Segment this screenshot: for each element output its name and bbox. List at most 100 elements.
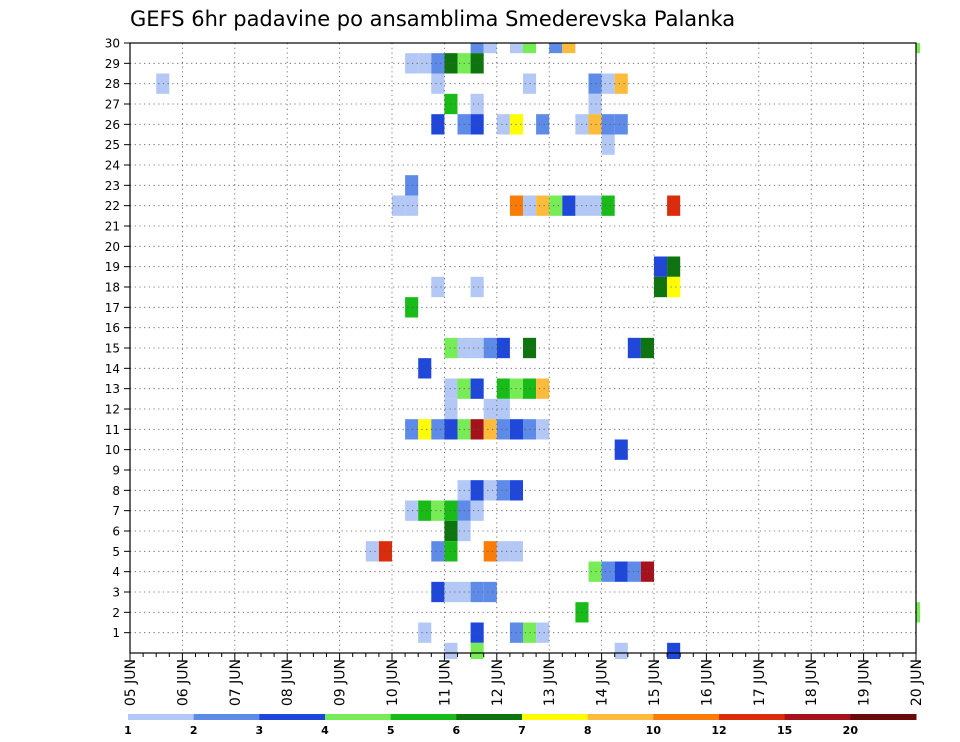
chart-title: GEFS 6hr padavine po ansamblima Smederev… — [130, 7, 735, 31]
heatmap-cell — [470, 43, 484, 54]
heatmap-cell — [536, 378, 550, 399]
heatmap-cell — [667, 195, 681, 216]
heatmap-cell — [431, 53, 445, 74]
heatmap-cell — [444, 520, 458, 542]
colorbar-label: 12 — [711, 724, 726, 737]
y-tick-label: 1 — [112, 626, 120, 640]
heatmap-cell — [483, 541, 497, 562]
colorbar-label: 4 — [321, 724, 329, 737]
colorbar-segment — [522, 714, 589, 720]
y-tick-label: 4 — [112, 565, 120, 579]
heatmap-cell — [418, 622, 432, 643]
colorbar-label: 20 — [843, 724, 859, 737]
y-tick-label: 19 — [105, 260, 120, 274]
y-tick-label: 9 — [112, 464, 120, 478]
y-tick-label: 6 — [112, 525, 120, 539]
heatmap-cell — [614, 73, 628, 94]
colorbar-segment — [850, 714, 917, 720]
colorbar-segment — [456, 714, 523, 720]
heatmap-cell — [916, 602, 920, 623]
y-tick-label: 29 — [105, 57, 120, 71]
y-tick-label: 13 — [105, 382, 120, 396]
heatmap-cell — [405, 419, 419, 440]
y-axis: 1234567891011121314151617181920212223242… — [105, 37, 130, 640]
heatmap-cell — [654, 276, 668, 298]
y-tick-label: 5 — [112, 545, 120, 559]
heatmap-cell — [444, 419, 458, 440]
heatmap-cell — [431, 114, 445, 135]
y-tick-label: 22 — [105, 199, 120, 213]
heatmap-cell — [496, 378, 510, 399]
heatmap-cell — [496, 480, 510, 501]
heatmap-cell — [470, 378, 484, 399]
colorbar: 1 2 3 4 5 6 7 8 10 12 15 20 — [124, 714, 917, 737]
heatmap-cell — [614, 439, 628, 460]
colorbar-segment — [128, 714, 195, 720]
x-tick-label: 09 JUN — [333, 659, 349, 706]
heatmap-cell — [496, 337, 510, 359]
colorbar-segment — [390, 714, 457, 720]
heatmap-cell — [588, 93, 602, 115]
heatmap-cell — [470, 114, 484, 135]
heatmap-cell — [536, 114, 550, 135]
y-tick-label: 3 — [112, 586, 120, 600]
y-tick-label: 23 — [105, 179, 120, 193]
heatmap-cell — [444, 337, 458, 359]
colorbar-label: 8 — [584, 724, 592, 737]
y-tick-label: 17 — [105, 301, 120, 315]
heatmap-cell — [562, 43, 576, 54]
heatmap-cell — [470, 93, 484, 115]
x-tick-label: 18 JUN — [804, 659, 820, 706]
heatmap-cell — [654, 256, 668, 277]
heatmap-cell — [667, 256, 681, 277]
heatmap-cell — [523, 43, 537, 54]
heatmap-cell — [378, 541, 392, 562]
colorbar-label: 1 — [124, 724, 132, 737]
heatmap-cell — [483, 43, 497, 54]
heatmap-cell — [536, 622, 550, 643]
x-tick-label: 19 JUN — [857, 659, 873, 706]
x-tick-label: 16 JUN — [699, 659, 715, 706]
y-tick-label: 16 — [105, 321, 120, 335]
heatmap-cell — [483, 581, 497, 603]
heatmap-cell — [496, 114, 510, 135]
heatmap-cell — [614, 642, 628, 659]
y-tick-label: 7 — [112, 504, 120, 518]
heatmap-cell — [405, 175, 419, 196]
heatmap-cell — [431, 73, 445, 94]
x-tick-label: 14 JUN — [595, 659, 611, 706]
colorbar-label: 6 — [453, 724, 461, 737]
colorbar-segment — [719, 714, 786, 720]
x-tick-label: 07 JUN — [228, 659, 244, 706]
heatmap-cell — [614, 561, 628, 582]
heatmap-cell — [536, 419, 550, 440]
heatmap-cell — [562, 195, 576, 216]
heatmap-cell — [470, 337, 484, 359]
heatmap-cell — [365, 541, 379, 562]
heatmap-cell — [601, 73, 615, 94]
y-tick-label: 27 — [105, 98, 120, 112]
y-tick-label: 28 — [105, 77, 120, 91]
heatmap-cell — [470, 581, 484, 603]
heatmap-cell — [588, 195, 602, 216]
heatmap-cell — [483, 480, 497, 501]
x-tick-label: 10 JUN — [385, 659, 401, 706]
heatmap-cell — [470, 419, 484, 440]
heatmap-cell — [418, 500, 432, 521]
y-tick-label: 2 — [112, 606, 120, 620]
x-tick-label: 08 JUN — [280, 659, 296, 706]
heatmap-cell — [667, 276, 681, 298]
y-tick-label: 10 — [105, 443, 120, 457]
y-tick-label: 24 — [105, 159, 120, 173]
heatmap-cell — [614, 114, 628, 135]
heatmap-cell — [405, 195, 419, 216]
heatmap-cell — [444, 500, 458, 521]
y-tick-label: 11 — [105, 423, 120, 437]
x-tick-label: 05 JUN — [123, 659, 139, 706]
heatmap-cell — [601, 195, 615, 216]
heatmap-cell — [470, 276, 484, 298]
colorbar-segment — [587, 714, 654, 720]
heatmap-cell — [627, 561, 641, 582]
heatmap-cell — [588, 114, 602, 135]
colorbar-label: 2 — [190, 724, 198, 737]
